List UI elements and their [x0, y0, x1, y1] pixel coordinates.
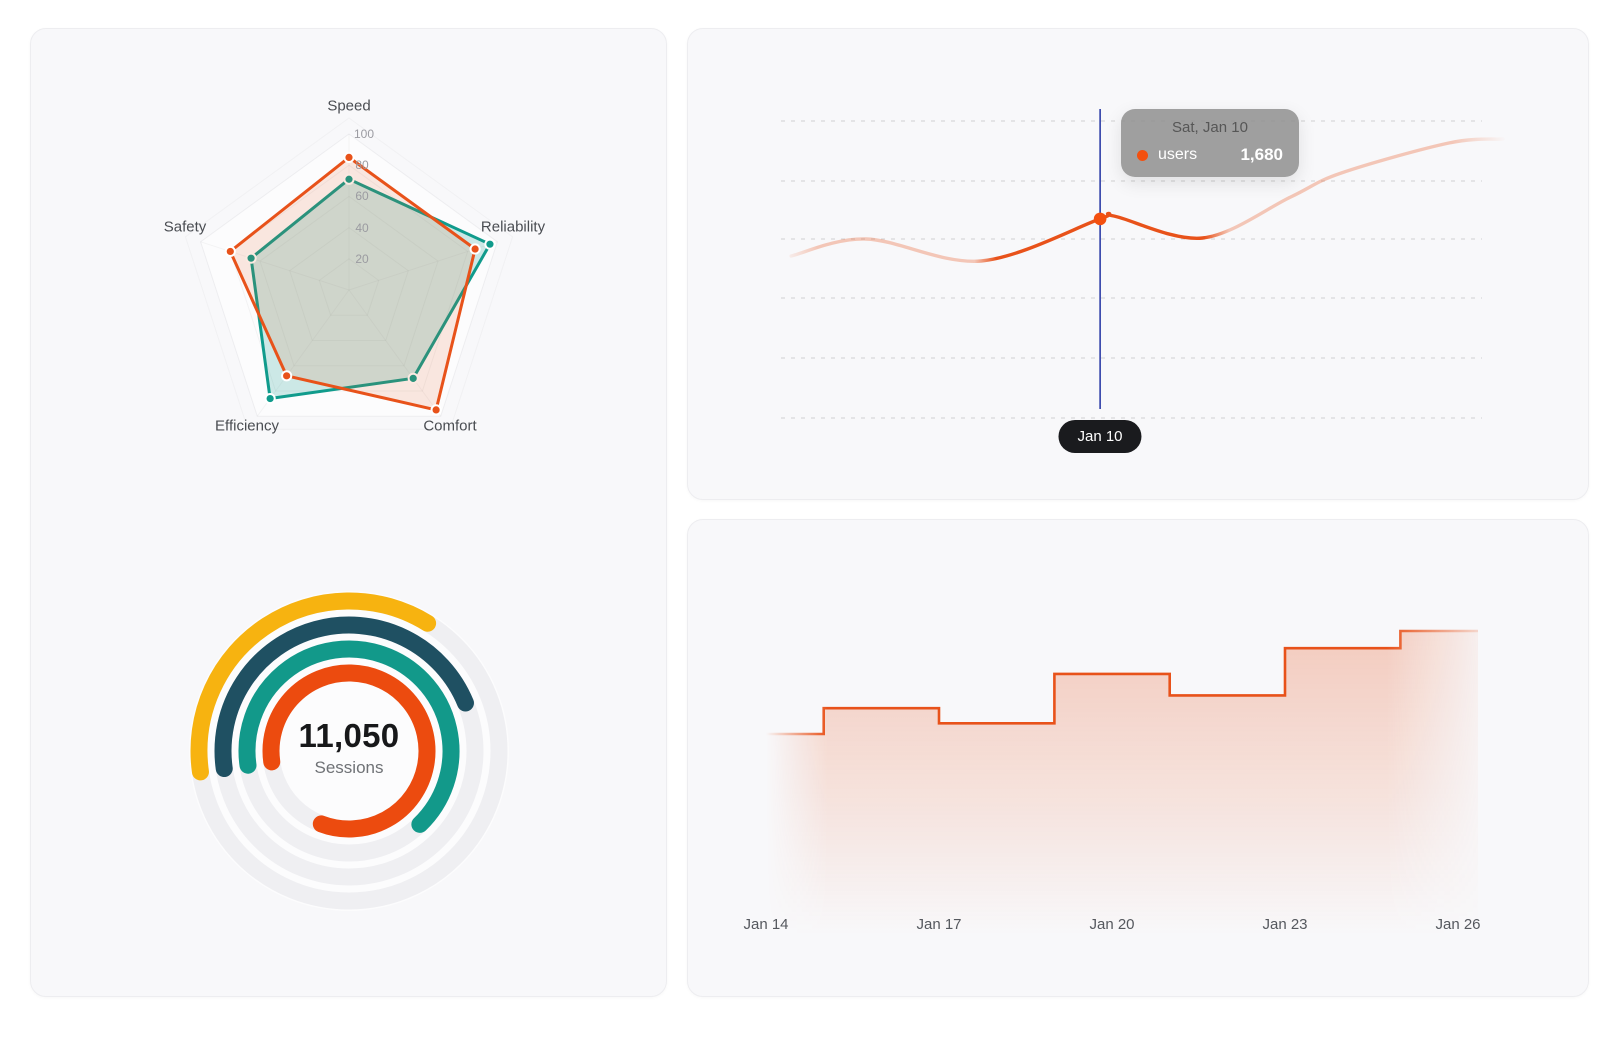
tooltip-series-row: users 1,680	[1137, 145, 1283, 165]
radar-tick-60: 60	[355, 189, 369, 203]
radar-axis-label-efficiency: Efficiency	[215, 417, 279, 435]
gauge-value: 11,050	[298, 717, 400, 754]
panel-daily-activity: Jan 14 Jan 17 Jan 20 Jan 23 Jan 26	[687, 519, 1589, 997]
x-axis-label-jan17: Jan 17	[916, 916, 962, 933]
tooltip-date-title: Sat, Jan 10	[1172, 119, 1248, 136]
gauge-unit-label: Sessions	[314, 758, 384, 777]
radar-axis-label-speed: Speed	[327, 97, 371, 115]
radar-axis-label-reliability: Reliability	[480, 218, 546, 236]
radar-chart-canvas[interactable]	[31, 29, 668, 519]
radar-axis-label-comfort: Comfort	[423, 417, 477, 435]
gauge-center-text: 11,050 Sessions	[299, 717, 400, 778]
tooltip-series-name: users	[1158, 146, 1198, 163]
radar-tick-80: 80	[355, 158, 369, 172]
x-axis-label-jan20: Jan 20	[1089, 916, 1135, 933]
x-axis-label-jan26: Jan 26	[1435, 916, 1481, 933]
panel-users-trend: Sat, Jan 10 users 1,680 Jan 10	[687, 28, 1589, 500]
chart-tooltip: Sat, Jan 10 users 1,680	[1121, 109, 1299, 177]
radar-tick-40: 40	[355, 221, 369, 235]
x-axis-label-jan23: Jan 23	[1262, 916, 1308, 933]
gauge-chart-canvas[interactable]	[31, 519, 668, 998]
panel-metrics: Speed Reliability Comfort Efficiency Saf…	[30, 28, 667, 997]
x-axis-label-jan14: Jan 14	[743, 916, 789, 933]
series-marker-icon	[1137, 149, 1148, 161]
radar-tick-20: 20	[355, 252, 369, 266]
radar-axis-label-safety: Safety	[163, 218, 207, 236]
tooltip-series-value: 1,680	[1240, 145, 1283, 164]
x-cursor-pill: Jan 10	[1058, 420, 1142, 453]
radar-tick-100: 100	[353, 127, 375, 141]
step-area-chart-canvas[interactable]	[688, 520, 1590, 998]
